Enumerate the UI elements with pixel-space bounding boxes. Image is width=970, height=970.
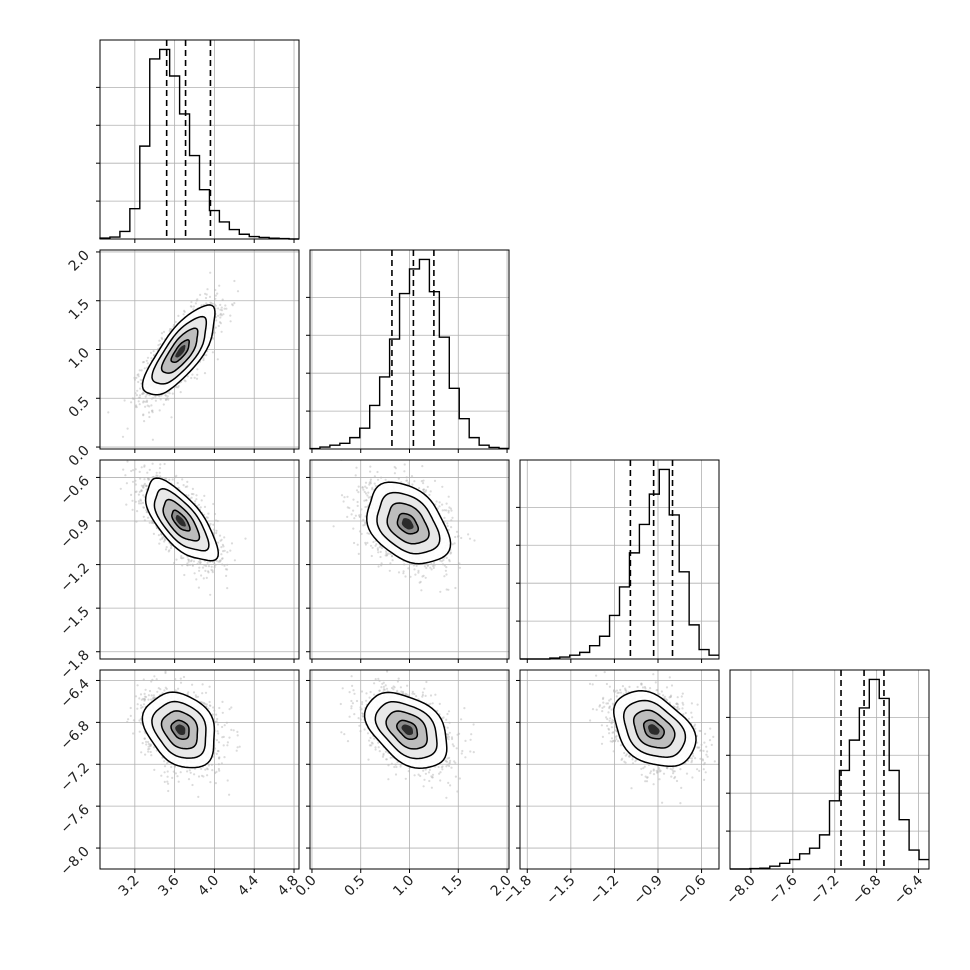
density-contour bbox=[613, 689, 697, 768]
panel-frame bbox=[519, 669, 720, 870]
density-peak bbox=[175, 515, 186, 527]
density-contour bbox=[386, 502, 430, 545]
scatter-panel-3-1 bbox=[306, 669, 510, 873]
y-tick-label: −0.6 bbox=[57, 473, 92, 508]
y-tick-label: −7.2 bbox=[57, 760, 92, 795]
grid-lines bbox=[100, 40, 299, 239]
density-contour bbox=[151, 700, 207, 759]
x-tick-label: 1.5 bbox=[439, 873, 466, 900]
y-tick-label: −8.0 bbox=[57, 844, 92, 879]
x-tick-label: 0.5 bbox=[341, 873, 368, 900]
histogram-panel-3 bbox=[726, 669, 930, 873]
density-contour bbox=[632, 709, 676, 749]
density-contour bbox=[141, 304, 216, 396]
density-contour bbox=[376, 491, 441, 555]
x-tick-label: −1.5 bbox=[543, 873, 578, 908]
x-tick-label: −7.6 bbox=[765, 872, 800, 907]
y-tick-label: 2.0 bbox=[66, 247, 93, 274]
x-tick-label: −6.4 bbox=[891, 872, 926, 907]
grid-lines bbox=[520, 670, 719, 869]
panel-frame bbox=[99, 249, 300, 450]
x-tick-label: 3.6 bbox=[155, 872, 182, 899]
x-tick-label: −6.8 bbox=[849, 873, 884, 908]
y-tick-label: −1.8 bbox=[57, 647, 92, 682]
y-tick-label: 0.0 bbox=[66, 443, 93, 470]
panel-frame bbox=[309, 669, 510, 870]
y-tick-label: −6.4 bbox=[57, 676, 92, 711]
x-tick-label: 0.0 bbox=[293, 873, 320, 900]
panel-frame bbox=[99, 39, 300, 240]
grid-lines bbox=[310, 460, 509, 659]
density-peak bbox=[175, 724, 186, 735]
x-tick-label: 4.0 bbox=[195, 873, 222, 900]
density-contour bbox=[622, 699, 687, 758]
density-peak bbox=[401, 724, 413, 736]
y-tick-label: 1.0 bbox=[66, 345, 93, 372]
density-contour bbox=[151, 315, 208, 385]
density-contour bbox=[642, 719, 665, 740]
histogram-step-line bbox=[99, 48, 299, 240]
density-contour bbox=[141, 691, 216, 769]
density-peak bbox=[648, 724, 660, 735]
density-contour bbox=[396, 719, 419, 741]
panel-frame bbox=[729, 669, 930, 870]
x-tick-label: −0.9 bbox=[630, 873, 665, 908]
y-tick-label: −1.2 bbox=[57, 560, 92, 595]
panel-frame bbox=[99, 459, 300, 660]
density-contour bbox=[396, 512, 420, 535]
y-tick-label: −0.9 bbox=[57, 517, 92, 552]
panel-frame bbox=[99, 669, 300, 870]
density-contour bbox=[374, 700, 438, 760]
panel-frame bbox=[519, 459, 720, 660]
scatter-panel-3-2 bbox=[516, 669, 720, 873]
y-tick-label: −6.8 bbox=[57, 718, 92, 753]
grid-lines bbox=[100, 670, 299, 869]
panel-frame bbox=[309, 459, 510, 660]
scatter-panel-1-0 bbox=[96, 249, 300, 453]
x-tick-label: −8.0 bbox=[723, 873, 758, 908]
density-contour bbox=[366, 481, 452, 565]
x-tick-label: 4.4 bbox=[235, 872, 262, 899]
density-contour bbox=[363, 691, 448, 769]
density-contour bbox=[162, 498, 201, 542]
grid-lines bbox=[310, 250, 509, 449]
density-contour bbox=[171, 509, 191, 532]
density-peak bbox=[175, 344, 186, 358]
y-tick-label: 0.5 bbox=[66, 394, 93, 421]
scatter-panel-2-1 bbox=[306, 459, 510, 663]
x-tick-label: −1.2 bbox=[587, 873, 622, 908]
histogram-panel-1 bbox=[306, 249, 510, 453]
grid-lines bbox=[310, 670, 509, 869]
x-tick-label: −0.6 bbox=[674, 872, 709, 907]
grid-lines bbox=[520, 460, 719, 659]
density-contour bbox=[170, 339, 190, 364]
x-tick-label: 1.0 bbox=[390, 873, 417, 900]
grid-lines bbox=[730, 670, 929, 869]
grid-lines bbox=[100, 250, 299, 449]
y-tick-label: −1.5 bbox=[57, 604, 92, 639]
panel-frame bbox=[309, 249, 510, 450]
density-contour bbox=[153, 488, 210, 552]
density-contour bbox=[160, 327, 199, 374]
histogram-step-line bbox=[520, 468, 719, 660]
x-tick-label: −7.2 bbox=[807, 873, 842, 908]
y-tick-label: 1.5 bbox=[66, 296, 93, 323]
density-contour bbox=[160, 710, 199, 750]
histogram-panel-0 bbox=[96, 39, 300, 243]
scatter-panel-3-0 bbox=[96, 669, 300, 873]
density-contour bbox=[170, 719, 190, 740]
histogram-step-line bbox=[730, 678, 929, 870]
density-contour bbox=[385, 710, 428, 750]
histogram-panel-2 bbox=[516, 459, 720, 663]
x-tick-label: 3.2 bbox=[116, 873, 143, 900]
y-tick-label: −7.6 bbox=[57, 802, 92, 837]
density-peak bbox=[401, 518, 414, 530]
density-contour bbox=[144, 477, 220, 562]
histogram-step-line bbox=[309, 258, 509, 450]
scatter-panel-2-0 bbox=[96, 459, 300, 663]
